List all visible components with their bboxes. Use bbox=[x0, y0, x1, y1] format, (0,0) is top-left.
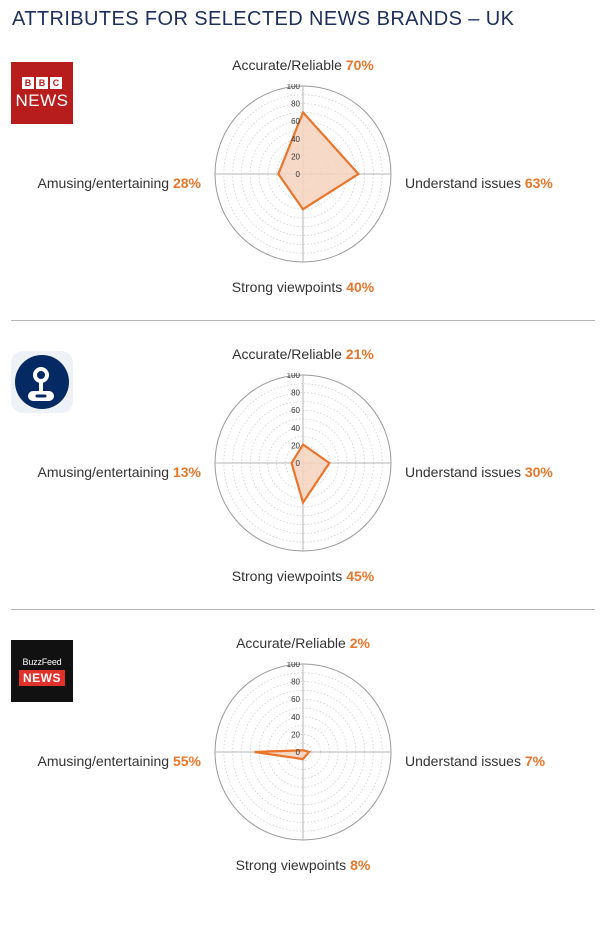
radar-tick-label: 60 bbox=[291, 695, 300, 704]
radar-tick-label: 0 bbox=[296, 170, 301, 179]
value-label: 40% bbox=[346, 279, 375, 295]
radar-tick-label: 20 bbox=[291, 152, 300, 161]
axis-name: Amusing/entertaining bbox=[37, 464, 170, 480]
value-label: 30% bbox=[524, 464, 553, 480]
axis-name: Strong viewpoints bbox=[231, 568, 343, 584]
radar-tick-label: 60 bbox=[291, 117, 300, 126]
value-label: 55% bbox=[172, 753, 201, 769]
radar-tick-label: 100 bbox=[287, 373, 301, 380]
bbc-news-logo: B B C NEWS bbox=[11, 62, 73, 124]
page-title: ATTRIBUTES FOR SELECTED NEWS BRANDS – UK bbox=[12, 8, 515, 30]
axis-name: Understand issues bbox=[405, 464, 521, 480]
section-divider bbox=[11, 320, 595, 321]
axis-name: Understand issues bbox=[405, 175, 521, 191]
value-label: 21% bbox=[345, 346, 374, 362]
radar-tick-label: 100 bbox=[287, 662, 301, 669]
buzzfeed-news-logo: BuzzFeed NEWS bbox=[11, 640, 73, 702]
axis-label-amusing: Amusing/entertaining 13% bbox=[38, 463, 201, 481]
radar-tick-label: 100 bbox=[287, 84, 301, 91]
radar-tick-label: 0 bbox=[296, 459, 301, 468]
radar-tick-label: 20 bbox=[291, 730, 300, 739]
axis-label-amusing: Amusing/entertaining 28% bbox=[38, 174, 201, 192]
radar-chart-buzzfeed: 0 20 40 60 80 100 bbox=[214, 662, 392, 841]
radar-tick-label: 80 bbox=[291, 678, 300, 687]
axis-label-amusing: Amusing/entertaining 55% bbox=[38, 752, 201, 770]
axis-name: Strong viewpoints bbox=[231, 279, 343, 295]
axis-name: Understand issues bbox=[405, 753, 521, 769]
radar-tick-label: 60 bbox=[291, 406, 300, 415]
value-label: 2% bbox=[349, 635, 370, 651]
brand-section-buzzfeed: BuzzFeed NEWS Accurate/Reliable 2% Under… bbox=[0, 635, 605, 929]
axis-label-understand: Understand issues 7% bbox=[405, 752, 545, 770]
section-divider bbox=[11, 609, 595, 610]
radar-tick-label: 80 bbox=[291, 389, 300, 398]
axis-label-accurate: Accurate/Reliable 2% bbox=[236, 634, 370, 652]
value-label: 7% bbox=[524, 753, 546, 769]
bbc-logo-text: NEWS bbox=[15, 90, 69, 110]
radar-chart-bbc: 0 20 40 60 80 100 bbox=[214, 84, 392, 263]
bbc-logo-box: B bbox=[22, 76, 34, 89]
radar-tick-label: 40 bbox=[291, 424, 300, 433]
axis-label-accurate: Accurate/Reliable 70% bbox=[232, 56, 374, 74]
bbc-logo-box: B bbox=[36, 76, 48, 89]
axis-name: Accurate/Reliable bbox=[236, 635, 346, 651]
axis-label-strong: Strong viewpoints 40% bbox=[232, 278, 374, 296]
axis-name: Strong viewpoints bbox=[235, 857, 347, 873]
radar-chart-guardian: 0 20 40 60 80 100 bbox=[214, 373, 392, 552]
axis-name: Amusing/entertaining bbox=[37, 753, 170, 769]
axis-name: Accurate/Reliable bbox=[232, 57, 342, 73]
radar-data-polygon bbox=[254, 749, 312, 761]
axis-label-accurate: Accurate/Reliable 21% bbox=[232, 345, 374, 363]
brand-section-bbc: B B C NEWS Accurate/Reliable 70% Underst… bbox=[0, 57, 605, 351]
value-label: 70% bbox=[345, 57, 374, 73]
radar-tick-label: 40 bbox=[291, 135, 300, 144]
guardian-g-icon bbox=[15, 355, 69, 409]
radar-tick-label: 40 bbox=[291, 713, 300, 722]
axis-label-strong: Strong viewpoints 8% bbox=[236, 856, 371, 874]
axis-label-understand: Understand issues 63% bbox=[405, 174, 553, 192]
value-label: 63% bbox=[524, 175, 553, 191]
value-label: 45% bbox=[346, 568, 375, 584]
bbc-logo-box: C bbox=[50, 76, 62, 89]
value-label: 8% bbox=[350, 857, 371, 873]
buzzfeed-logo-text: BuzzFeed bbox=[22, 656, 62, 667]
value-label: 13% bbox=[172, 464, 201, 480]
axis-label-understand: Understand issues 30% bbox=[405, 463, 553, 481]
buzzfeed-logo-news: NEWS bbox=[19, 669, 65, 686]
value-label: 28% bbox=[172, 175, 201, 191]
radar-tick-label: 0 bbox=[296, 748, 301, 757]
radar-data-polygon bbox=[277, 110, 361, 211]
guardian-logo bbox=[11, 351, 73, 413]
radar-data-polygon bbox=[290, 442, 331, 506]
brand-section-guardian: Accurate/Reliable 21% Understand issues … bbox=[0, 346, 605, 640]
radar-tick-label: 80 bbox=[291, 100, 300, 109]
axis-label-strong: Strong viewpoints 45% bbox=[232, 567, 374, 585]
axis-name: Accurate/Reliable bbox=[232, 346, 342, 362]
axis-name: Amusing/entertaining bbox=[37, 175, 170, 191]
radar-tick-label: 20 bbox=[291, 441, 300, 450]
